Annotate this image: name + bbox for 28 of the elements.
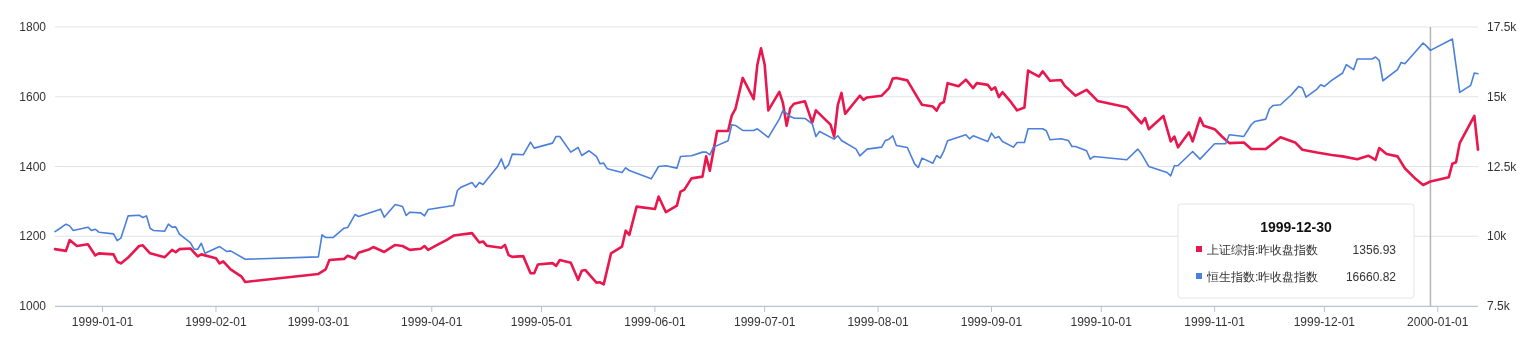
- legend-label: 恒生指数:昨收盘指数: [1206, 270, 1319, 284]
- y2-tick-label: 17.5k: [1487, 20, 1518, 34]
- x-tick-label: 1999-02-01: [185, 315, 247, 329]
- y-tick-label: 1200: [19, 229, 47, 244]
- y-tick-label: 1800: [19, 20, 47, 34]
- x-tick-label: 1999-05-01: [510, 315, 573, 329]
- x-tick-label: 1999-01-01: [71, 315, 134, 329]
- x-tick-label: 1999-12-01: [1293, 315, 1356, 329]
- x-tick-label: 1999-06-01: [624, 315, 686, 329]
- x-tick-label: 1999-08-01: [847, 315, 910, 329]
- x-tick-label: 1999-09-01: [960, 315, 1023, 329]
- annotation: 1356.93: [1352, 243, 1397, 257]
- legend-label: 上证综指:昨收盘指数: [1207, 243, 1319, 257]
- y-tick-label: 1000: [19, 299, 47, 313]
- y2-tick-label: 12.5k: [1487, 159, 1518, 174]
- y2-tick-label: 10k: [1487, 229, 1508, 244]
- x-tick-label: 1999-10-01: [1070, 315, 1133, 329]
- x-tick-label: 2000-01-01: [1407, 315, 1469, 329]
- x-tick-label: 1999-03-01: [287, 315, 350, 329]
- x-tick-label: 1999-04-01: [401, 315, 463, 329]
- x-tick-label: 1999-11-01: [1184, 315, 1246, 329]
- legend-title: 1999-12-30: [1260, 219, 1333, 235]
- annotation: 16660.82: [1345, 270, 1397, 284]
- y-tick-label: 1400: [19, 159, 47, 174]
- y2-tick-label: 15k: [1487, 89, 1508, 104]
- y2-tick-label: 7.5k: [1487, 299, 1511, 313]
- x-tick-label: 1999-07-01: [733, 315, 796, 329]
- y-tick-label: 1600: [19, 89, 47, 104]
